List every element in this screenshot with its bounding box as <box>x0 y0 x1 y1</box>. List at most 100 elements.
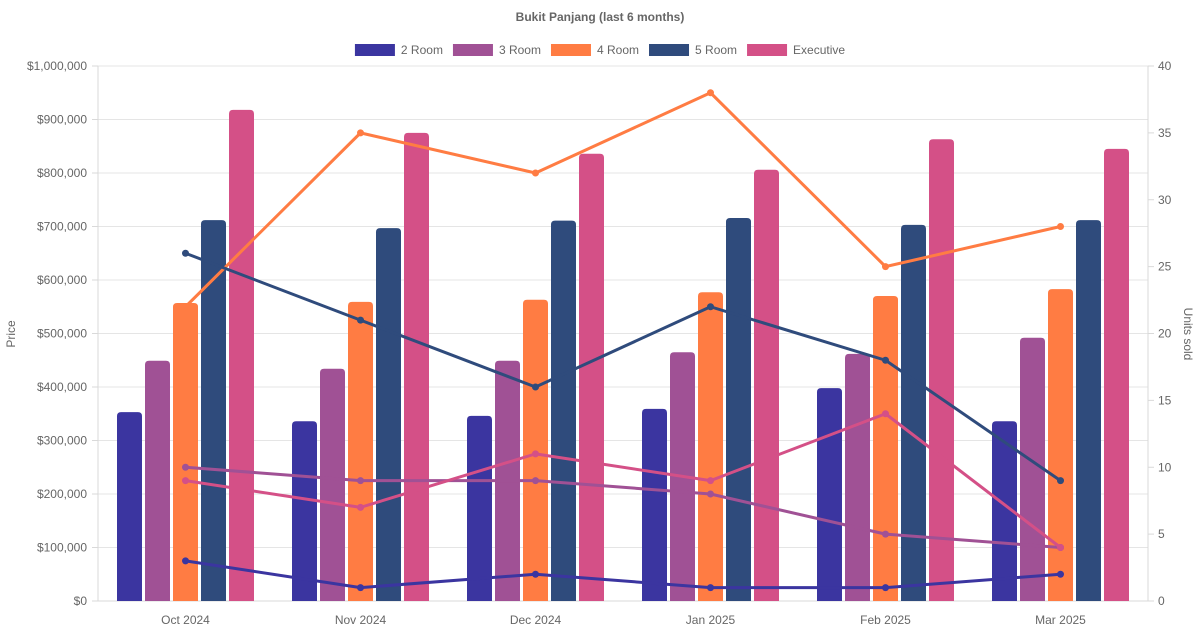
point-executive[interactable] <box>532 450 539 458</box>
bar-3-room[interactable] <box>845 353 870 601</box>
bar-5-room[interactable] <box>901 224 926 601</box>
x-tick-label: Oct 2024 <box>161 613 210 627</box>
point-2-room[interactable] <box>1057 570 1064 578</box>
legend-swatch <box>747 44 788 56</box>
y-tick-label: $300,000 <box>37 434 87 448</box>
line-2-room <box>185 559 1061 590</box>
point-executive[interactable] <box>882 410 889 418</box>
y-tick-label: $400,000 <box>37 380 87 394</box>
point-3-room[interactable] <box>532 477 539 485</box>
x-tick-label: Jan 2025 <box>686 613 736 627</box>
point-4-room[interactable] <box>1057 223 1064 230</box>
y-tick-label: $0 <box>74 594 88 608</box>
y-tick-label: $800,000 <box>37 166 87 180</box>
bar-executive[interactable] <box>229 109 254 602</box>
bar-executive[interactable] <box>1104 148 1129 602</box>
x-tick-label: Nov 2024 <box>335 613 387 627</box>
point-2-room[interactable] <box>882 584 889 592</box>
point-3-room[interactable] <box>882 530 889 538</box>
point-4-room[interactable] <box>707 89 714 97</box>
legend-label: 2 Room <box>401 43 443 57</box>
y-tick-label: $500,000 <box>37 327 87 341</box>
y2-tick-label: 10 <box>1158 460 1172 474</box>
y-tick-label: $900,000 <box>37 113 87 127</box>
point-4-room[interactable] <box>532 169 539 177</box>
point-4-room[interactable] <box>882 263 889 271</box>
y-tick-label: $600,000 <box>37 273 87 287</box>
point-5-room[interactable] <box>707 303 714 311</box>
bar-5-room[interactable] <box>1076 220 1101 601</box>
bar-2-room[interactable] <box>467 415 492 601</box>
bar-5-room[interactable] <box>201 220 226 601</box>
bars <box>117 109 1129 602</box>
bar-2-room[interactable] <box>992 421 1017 601</box>
y-axis-right: 0 5 10 15 20 25 30 35 40 <box>1147 59 1172 608</box>
legend-item-executive[interactable]: Executive <box>747 43 845 57</box>
legend-item-5-room[interactable]: 5 Room <box>649 43 737 57</box>
legend-item-2-room[interactable]: 2 Room <box>354 43 443 57</box>
bar-4-room[interactable] <box>873 296 898 601</box>
bar-5-room[interactable] <box>376 228 401 602</box>
y-tick-label: $200,000 <box>37 487 87 501</box>
point-2-room[interactable] <box>182 557 189 565</box>
bar-executive[interactable] <box>579 153 604 602</box>
y2-tick-label: 30 <box>1158 193 1172 207</box>
bar-4-room[interactable] <box>698 292 723 601</box>
point-executive[interactable] <box>1057 544 1064 551</box>
lines <box>182 89 1064 592</box>
bar-2-room[interactable] <box>817 388 842 601</box>
point-5-room[interactable] <box>1057 477 1064 485</box>
bar-2-room[interactable] <box>642 408 667 601</box>
bar-executive[interactable] <box>754 169 779 602</box>
bar-3-room[interactable] <box>320 368 345 601</box>
point-5-room[interactable] <box>357 316 364 324</box>
y-tick-label: $100,000 <box>37 541 87 555</box>
bar-5-room[interactable] <box>726 217 751 601</box>
legend-label: 4 Room <box>597 43 639 57</box>
legend-item-3-room[interactable]: 3 Room <box>452 43 541 57</box>
y2-tick-label: 20 <box>1158 327 1172 341</box>
bar-executive[interactable] <box>404 132 429 601</box>
point-5-room[interactable] <box>182 249 189 257</box>
bar-3-room[interactable] <box>1020 337 1045 601</box>
legend-item-4-room[interactable]: 4 Room <box>550 43 639 57</box>
point-4-room[interactable] <box>182 303 189 311</box>
line-5-room <box>184 251 1062 482</box>
point-executive[interactable] <box>707 477 714 485</box>
bar-2-room[interactable] <box>292 421 317 601</box>
line-executive <box>185 412 1062 549</box>
point-5-room[interactable] <box>532 383 539 391</box>
point-5-room[interactable] <box>882 356 889 364</box>
point-executive[interactable] <box>357 503 364 511</box>
x-axis: Oct 2024 Nov 2024 Dec 2024 Jan 2025 Feb 2025… <box>98 600 1148 627</box>
point-executive[interactable] <box>182 477 189 485</box>
legend-swatch <box>550 44 591 56</box>
y-axis-left: $0 $100,000 $200,000 $300,000 $400,000 $500,0… <box>27 59 99 608</box>
bar-executive[interactable] <box>929 139 954 602</box>
bar-2-room[interactable] <box>117 412 142 601</box>
y-tick-label: $700,000 <box>37 220 87 234</box>
point-3-room[interactable] <box>182 463 189 471</box>
legend-swatch <box>354 44 395 56</box>
chart-title: Bukit Panjang (last 6 months) <box>516 10 685 24</box>
legend: 2 Room 3 Room 4 Room 5 Room Executive <box>354 43 845 57</box>
point-2-room[interactable] <box>357 584 364 592</box>
y2-tick-label: 40 <box>1158 59 1172 73</box>
y2-tick-label: 25 <box>1158 260 1172 274</box>
bar-3-room[interactable] <box>145 360 170 601</box>
legend-label: 3 Room <box>499 43 541 57</box>
legend-label: 5 Room <box>695 43 737 57</box>
point-3-room[interactable] <box>357 477 364 485</box>
point-2-room[interactable] <box>532 570 539 578</box>
point-4-room[interactable] <box>357 129 364 137</box>
y2-tick-label: 35 <box>1158 126 1172 140</box>
bar-4-room[interactable] <box>1048 289 1073 601</box>
point-2-room[interactable] <box>707 584 714 592</box>
bar-5-room[interactable] <box>551 220 576 602</box>
bar-4-room[interactable] <box>348 301 373 601</box>
y2-tick-label: 5 <box>1158 527 1165 541</box>
point-3-room[interactable] <box>707 490 714 498</box>
bar-4-room[interactable] <box>173 303 198 601</box>
y2-tick-label: 0 <box>1158 594 1165 608</box>
x-tick-label: Mar 2025 <box>1035 613 1086 627</box>
